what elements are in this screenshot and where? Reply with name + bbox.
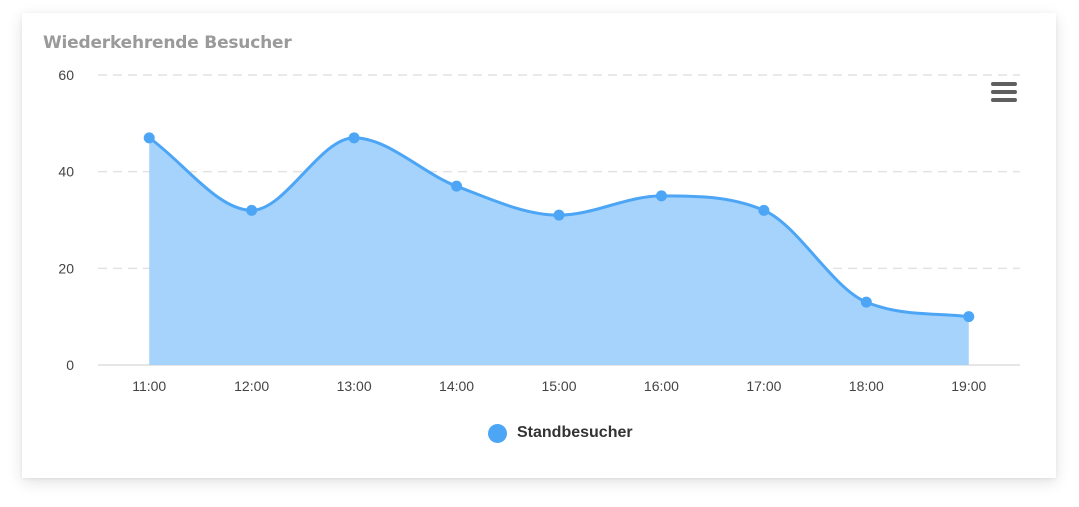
y-axis-tick-labels: 0 20 40 60 xyxy=(58,67,74,373)
data-point-1500[interactable] xyxy=(553,209,565,221)
x-tick-label: 15:00 xyxy=(541,378,576,394)
chart-menu-button[interactable] xyxy=(991,82,1019,106)
x-axis-tick-labels: 11:00 12:00 13:00 14:00 15:00 16:00 17:00 18:00… xyxy=(132,378,986,394)
hamburger-menu-icon xyxy=(991,82,1017,86)
x-tick-label: 16:00 xyxy=(644,378,679,394)
y-tick-label: 60 xyxy=(58,67,74,83)
chart-title: Wiederkehrende Besucher xyxy=(43,33,292,53)
legend-marker-icon xyxy=(488,423,507,443)
legend-item-standbesucher: Standbesucher xyxy=(517,424,633,441)
x-tick-label: 11:00 xyxy=(132,378,166,394)
x-tick-label: 12:00 xyxy=(234,378,269,394)
chart-legend[interactable]: Standbesucher xyxy=(488,421,633,445)
data-point-1300[interactable] xyxy=(348,132,360,144)
data-point-1800[interactable] xyxy=(860,296,872,308)
y-tick-label: 40 xyxy=(58,164,74,180)
data-point-1100[interactable] xyxy=(143,132,155,144)
x-tick-label: 13:00 xyxy=(337,378,372,394)
data-point-1600[interactable] xyxy=(655,190,667,202)
x-tick-label: 18:00 xyxy=(849,378,884,394)
area-chart: 0 20 40 60 11:00 12:00 13:00 14:00 15:00 16:00 17… xyxy=(58,67,1020,394)
series-area-fill xyxy=(149,137,969,365)
series-area xyxy=(149,137,969,365)
data-point-1700[interactable] xyxy=(758,204,770,216)
data-point-1200[interactable] xyxy=(246,204,258,216)
y-tick-label: 0 xyxy=(66,357,74,373)
data-point-1400[interactable] xyxy=(451,180,463,192)
y-tick-label: 20 xyxy=(58,260,74,276)
x-tick-label: 19:00 xyxy=(951,378,986,394)
hamburger-menu-icon xyxy=(991,98,1017,102)
series-points xyxy=(143,132,975,323)
hamburger-menu-icon xyxy=(991,90,1017,94)
data-point-1900[interactable] xyxy=(963,311,975,323)
x-tick-label: 17:00 xyxy=(746,378,781,394)
x-tick-label: 14:00 xyxy=(439,378,474,394)
chart-card: Wiederkehrende Besucher 0 20 40 60 11:00 12:… xyxy=(22,13,1056,478)
